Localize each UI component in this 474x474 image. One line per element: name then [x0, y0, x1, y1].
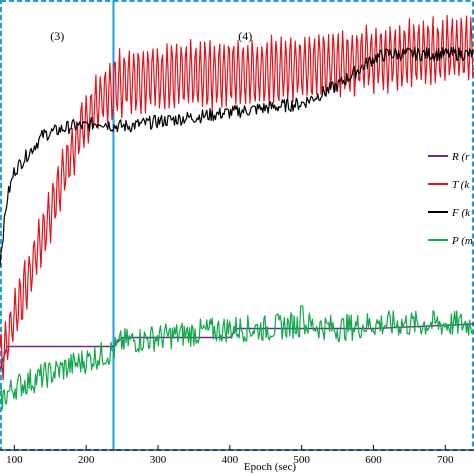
x-tick-label-1: 100 — [6, 454, 23, 466]
region-label-1: (3) — [50, 29, 64, 43]
legend-label-1: R (r — [451, 151, 470, 163]
x-tick-label-3: 300 — [150, 454, 167, 466]
x-tick-label-7: 700 — [437, 454, 454, 466]
region-label-2: (4) — [238, 29, 252, 43]
legend-label-2: T (k — [452, 179, 470, 191]
x-tick-label-6: 600 — [365, 454, 382, 466]
x-tick-label-5: 500 — [293, 454, 310, 466]
x-axis-label: Epoch (sec) — [244, 461, 297, 473]
series-line-2 — [0, 14, 474, 381]
series-lines — [0, 14, 474, 411]
series-line-3 — [0, 46, 474, 267]
x-axis-ticks: 100 200 300 400 500 600 700 — [6, 445, 454, 466]
x-tick-label-4: 400 — [222, 454, 239, 466]
legend: R (r T (k F (k P (m — [428, 151, 473, 247]
legend-label-4: P (m — [451, 235, 473, 247]
legend-label-3: F (k — [451, 207, 471, 219]
x-tick-label-2: 200 — [78, 454, 95, 466]
series-line-4 — [0, 305, 474, 411]
